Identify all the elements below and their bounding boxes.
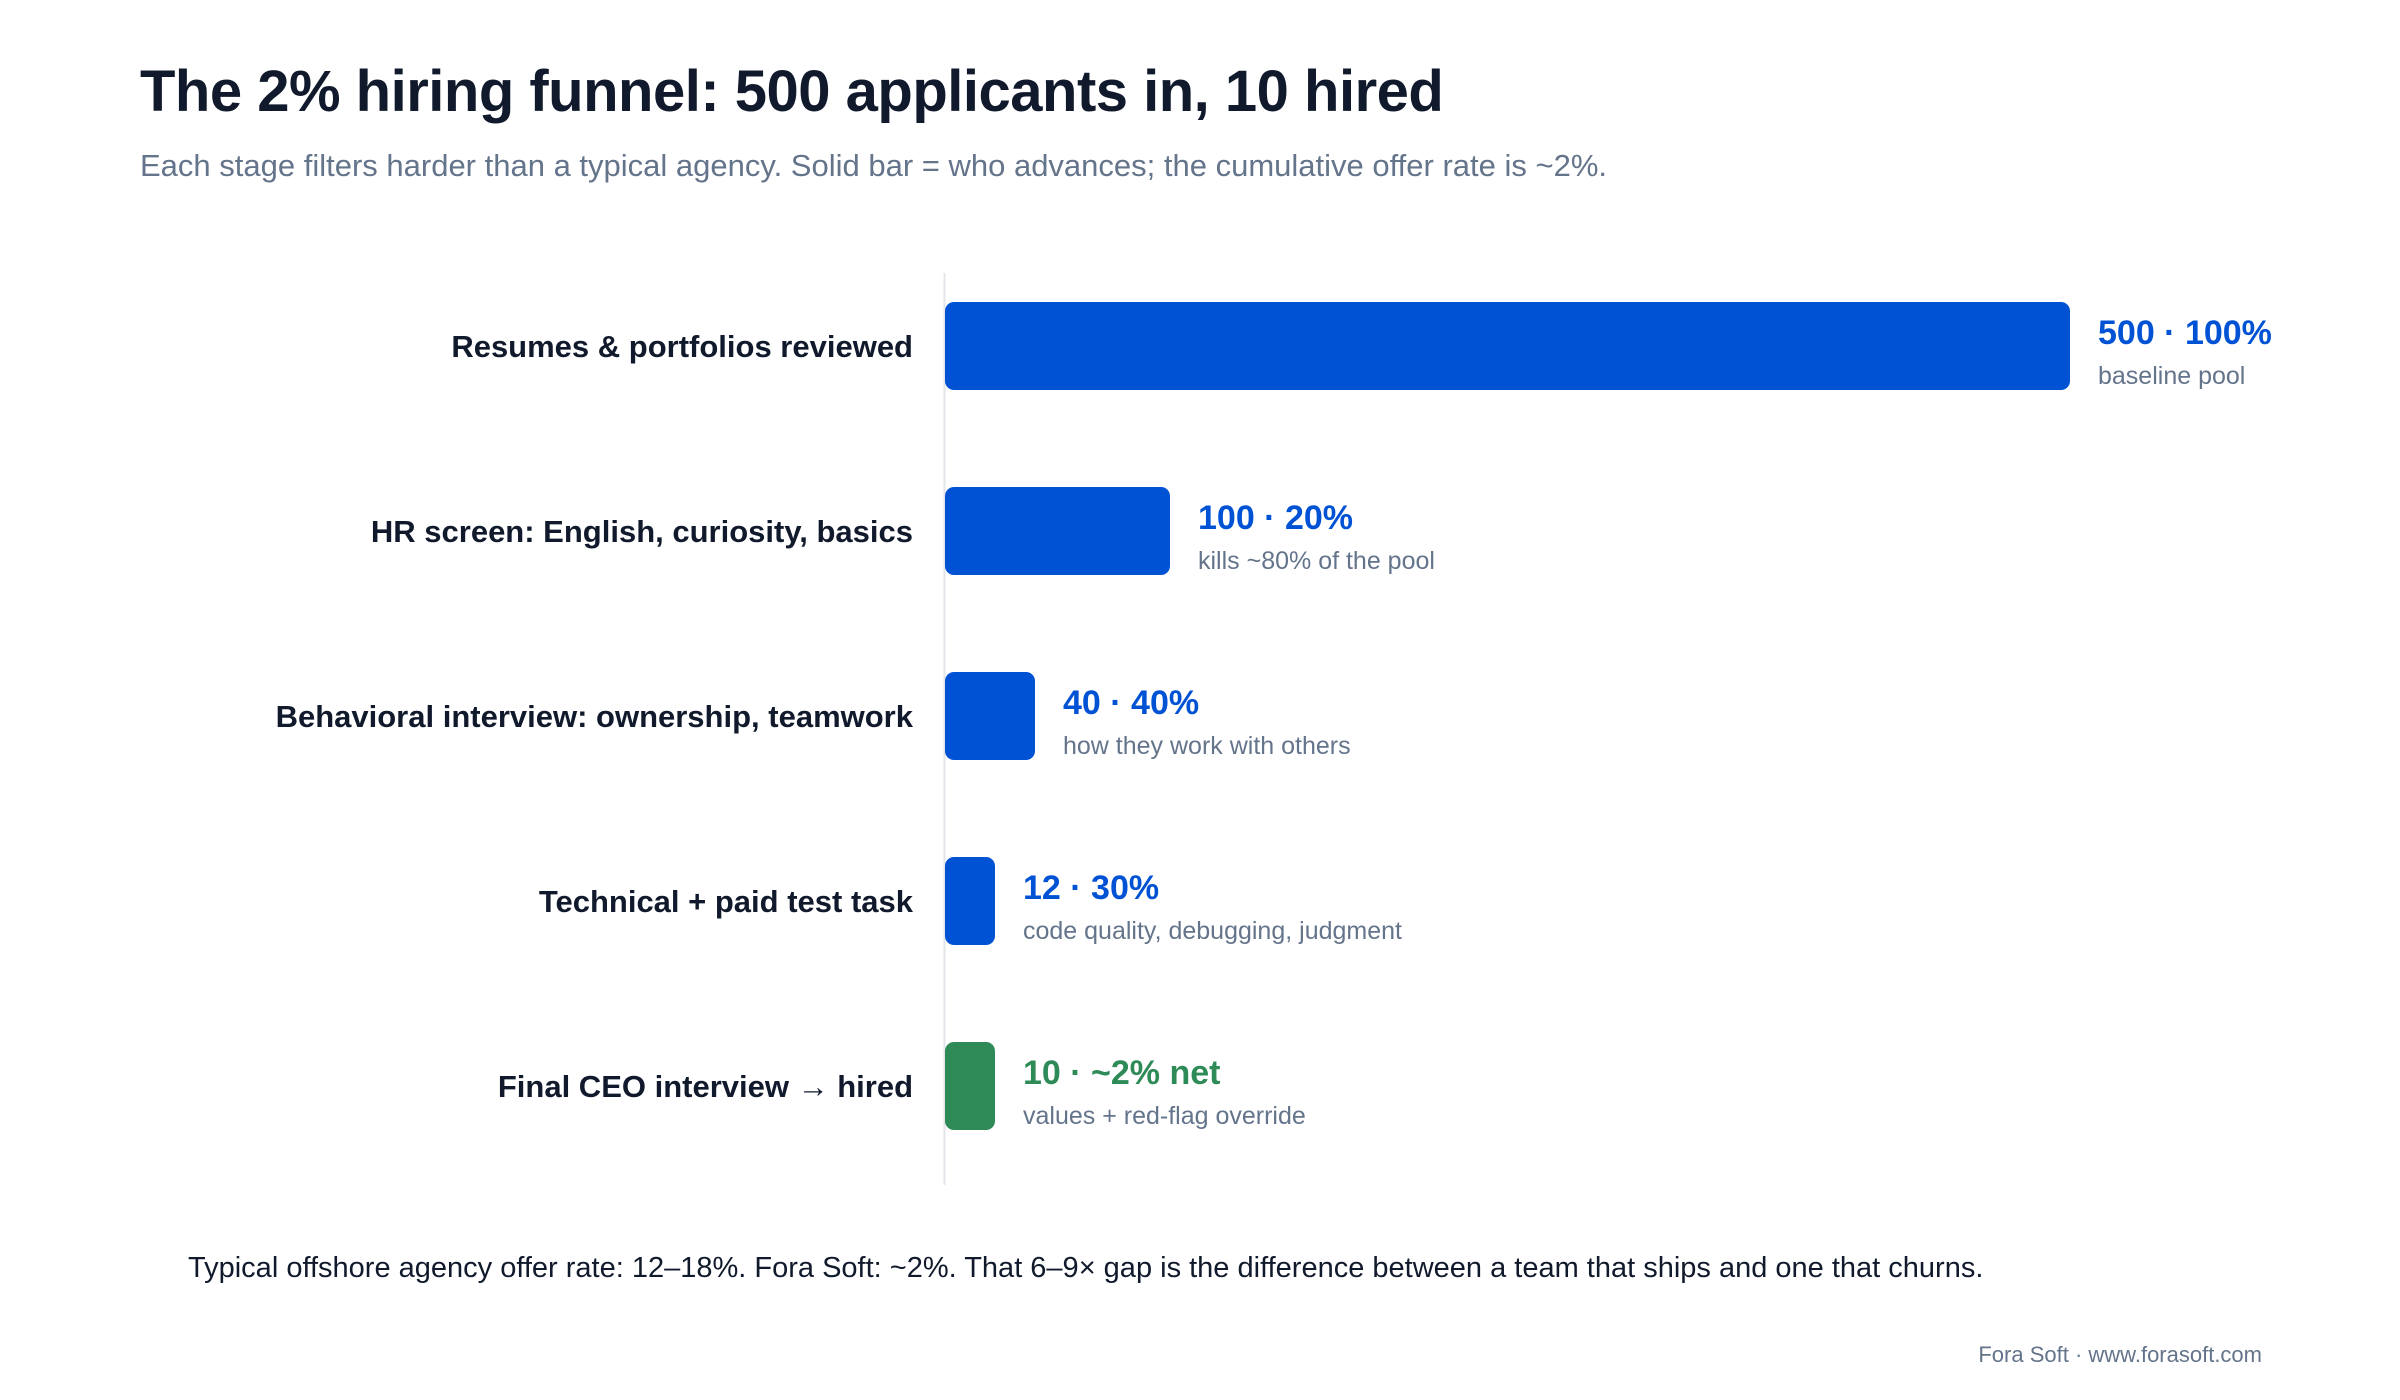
value-label: 40 · 40% (1063, 684, 1199, 722)
category-label: Final CEO interview → hired (498, 1069, 913, 1104)
chart-title: The 2% hiring funnel: 500 applicants in,… (140, 59, 1444, 124)
footer-note: Typical offshore agency offer rate: 12–1… (188, 1252, 1984, 1284)
bar-5 (945, 1042, 995, 1130)
bar-4 (945, 857, 995, 945)
note-label: baseline pool (2098, 362, 2245, 390)
value-label: 10 · ~2% net (1023, 1054, 1220, 1092)
category-label: Resumes & portfolios reviewed (451, 329, 913, 364)
category-label: HR screen: English, curiosity, basics (371, 514, 913, 549)
bar-2 (945, 487, 1170, 575)
credit-line: Fora Soft · www.forasoft.com (1978, 1342, 2262, 1367)
value-label: 500 · 100% (2098, 314, 2272, 352)
note-label: code quality, debugging, judgment (1023, 917, 1402, 945)
value-label: 12 · 30% (1023, 869, 1159, 907)
note-label: kills ~80% of the pool (1198, 547, 1435, 575)
note-label: values + red-flag override (1023, 1102, 1306, 1130)
bar-1 (945, 302, 2070, 390)
note-label: how they work with others (1063, 732, 1351, 760)
bar-3 (945, 672, 1035, 760)
chart-subtitle: Each stage filters harder than a typical… (140, 148, 1608, 183)
value-label: 100 · 20% (1198, 499, 1353, 537)
category-label: Technical + paid test task (539, 884, 914, 919)
category-label: Behavioral interview: ownership, teamwor… (276, 699, 914, 734)
